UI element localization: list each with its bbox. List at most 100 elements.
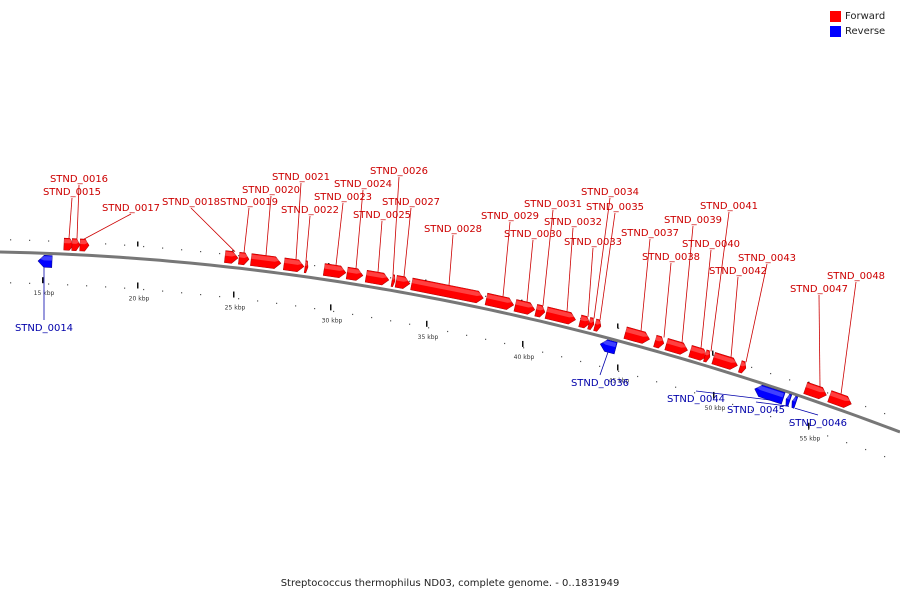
label-leader-line (755, 401, 790, 407)
genome-backbone (0, 250, 900, 434)
gene-label[interactable]: STND_0040 (682, 239, 740, 250)
gene-label[interactable]: STND_0025 (353, 210, 411, 221)
gene-label[interactable]: STND_0036 (571, 378, 629, 389)
gene-label[interactable]: STND_0032 (544, 217, 602, 228)
scale-label: 20 kbp (129, 295, 150, 302)
gene-label[interactable]: STND_0037 (621, 228, 679, 239)
gene-arrow[interactable] (653, 334, 666, 349)
gene-arrow[interactable] (827, 390, 854, 410)
gene-label[interactable]: STND_0021 (272, 172, 330, 183)
gene-label[interactable]: STND_0034 (581, 187, 639, 198)
gene-label[interactable]: STND_0027 (382, 197, 440, 208)
gene-label[interactable]: STND_0019 (220, 197, 278, 208)
label-leader-line (840, 281, 857, 395)
gene-label[interactable]: STND_0018 (162, 197, 220, 208)
scale-dot (48, 240, 50, 242)
scale-label: 50 kbp (705, 405, 726, 412)
gene-label[interactable]: STND_0022 (281, 205, 339, 216)
gene-label[interactable]: STND_0017 (102, 203, 160, 214)
gene-label[interactable]: STND_0026 (370, 166, 428, 177)
gene-highlight (485, 293, 514, 303)
scale-dot (105, 286, 107, 288)
scale-dot (409, 280, 411, 282)
gene-label[interactable]: STND_0045 (727, 405, 785, 416)
gene-label[interactable]: STND_0020 (242, 185, 300, 196)
scale-dot (751, 366, 753, 369)
gene-arrow[interactable] (250, 253, 282, 270)
gene-arrow[interactable] (593, 318, 603, 332)
scale-dot (390, 320, 392, 322)
scale-dot (10, 239, 12, 241)
gene-arrow[interactable] (303, 260, 309, 274)
gene-label[interactable]: STND_0030 (504, 229, 562, 240)
gene-label[interactable]: STND_0033 (564, 237, 622, 248)
gene-label[interactable]: STND_0014 (15, 323, 73, 334)
gene-arrow[interactable] (513, 299, 536, 316)
legend-item-forward[interactable]: Forward (830, 9, 890, 24)
gene-label[interactable]: STND_0031 (524, 199, 582, 210)
gene-arrow[interactable] (484, 292, 515, 311)
gene-highlight (654, 335, 664, 342)
legend-label-reverse: Reverse (845, 26, 886, 37)
gene-arrow[interactable] (587, 317, 596, 330)
gene-arrow[interactable] (534, 304, 547, 318)
legend-label-forward: Forward (845, 11, 886, 22)
scale-dot (884, 455, 886, 458)
gene-arrow[interactable] (599, 338, 618, 355)
legend-item-reverse[interactable]: Reverse (830, 24, 890, 39)
gene-arrow[interactable] (784, 393, 793, 407)
scale-dot (713, 397, 715, 400)
gene-arrow[interactable] (578, 314, 592, 329)
scale-dot (124, 244, 126, 246)
gene-highlight (71, 239, 80, 244)
label-leader-line (818, 294, 821, 387)
label-leader-line (526, 239, 534, 303)
gene-arrow[interactable] (664, 338, 689, 356)
gene-arrow[interactable] (790, 395, 799, 409)
gene-label[interactable]: STND_0028 (424, 224, 482, 235)
gene-label[interactable]: STND_0044 (667, 394, 725, 405)
gene-arrow[interactable] (224, 250, 239, 264)
label-leader-line (243, 207, 250, 253)
scale-dot (827, 392, 829, 394)
scale-dot (200, 294, 202, 296)
gene-label[interactable]: STND_0048 (827, 271, 885, 282)
gene-label[interactable]: STND_0047 (790, 284, 848, 295)
gene-arrow[interactable] (711, 352, 739, 371)
gene-arrow[interactable] (753, 383, 786, 405)
gene-arrow[interactable] (71, 238, 81, 251)
gene-highlight (411, 278, 484, 297)
gene-label[interactable]: STND_0023 (314, 192, 372, 203)
gene-label[interactable]: STND_0029 (481, 211, 539, 222)
gene-highlight (38, 256, 53, 261)
gene-arrow[interactable] (688, 345, 710, 362)
gene-arrow[interactable] (623, 326, 651, 345)
gene-label[interactable]: STND_0038 (642, 252, 700, 263)
major-tick (330, 304, 332, 311)
inner-tick (617, 323, 619, 329)
gene-arrow[interactable] (390, 274, 396, 288)
gene-arrow[interactable] (364, 269, 390, 286)
gene-label[interactable]: STND_0015 (43, 187, 101, 198)
gene-label[interactable]: STND_0039 (664, 215, 722, 226)
scale-dot (770, 415, 772, 418)
scale-dot (86, 285, 88, 287)
gene-arrow[interactable] (37, 255, 53, 268)
gene-arrow[interactable] (282, 257, 305, 273)
label-leader-line (566, 227, 574, 312)
backbone-layer (0, 250, 900, 434)
scale-dot (409, 323, 411, 325)
gene-label[interactable]: STND_0043 (738, 253, 796, 264)
gene-arrow[interactable] (410, 277, 485, 304)
gene-arrow[interactable] (703, 349, 711, 363)
gene-label[interactable]: STND_0016 (50, 174, 108, 185)
gene-arrow[interactable] (322, 263, 347, 279)
gene-label[interactable]: STND_0042 (709, 266, 767, 277)
scale-dot (466, 334, 468, 336)
gene-arrow[interactable] (738, 360, 747, 374)
gene-label[interactable]: STND_0024 (334, 179, 392, 190)
scale-dot (29, 239, 31, 241)
gene-label[interactable]: STND_0046 (789, 418, 847, 429)
gene-label[interactable]: STND_0041 (700, 201, 758, 212)
gene-label[interactable]: STND_0035 (586, 202, 644, 213)
